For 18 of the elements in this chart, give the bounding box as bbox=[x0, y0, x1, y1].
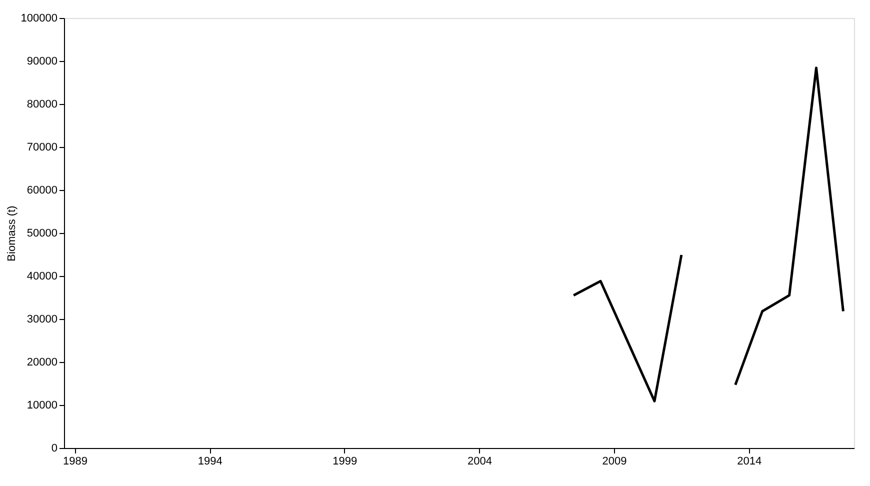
y-tick-label: 60000 bbox=[26, 184, 58, 196]
x-tick-label: 1994 bbox=[198, 456, 222, 468]
y-tick-label: 0 bbox=[51, 442, 58, 454]
y-tick-label: 70000 bbox=[26, 142, 58, 154]
y-tick-label: 20000 bbox=[26, 356, 58, 368]
x-tick-label: 2009 bbox=[602, 456, 627, 468]
y-tick-label: 80000 bbox=[26, 98, 58, 110]
y-tick-label: 100000 bbox=[20, 12, 58, 24]
y-tick-label: 50000 bbox=[26, 228, 58, 240]
y-axis-title: Biomass (t) bbox=[6, 206, 18, 262]
x-tick-label: 1999 bbox=[332, 456, 358, 468]
x-tick-label: 2004 bbox=[467, 456, 492, 468]
x-tick-label: 2014 bbox=[737, 456, 762, 468]
y-tick-label: 90000 bbox=[26, 56, 58, 68]
y-tick-label: 40000 bbox=[26, 270, 58, 282]
y-tick-label: 10000 bbox=[26, 400, 58, 412]
x-tick-label: 1989 bbox=[63, 456, 88, 468]
y-tick-label: 30000 bbox=[26, 314, 58, 326]
